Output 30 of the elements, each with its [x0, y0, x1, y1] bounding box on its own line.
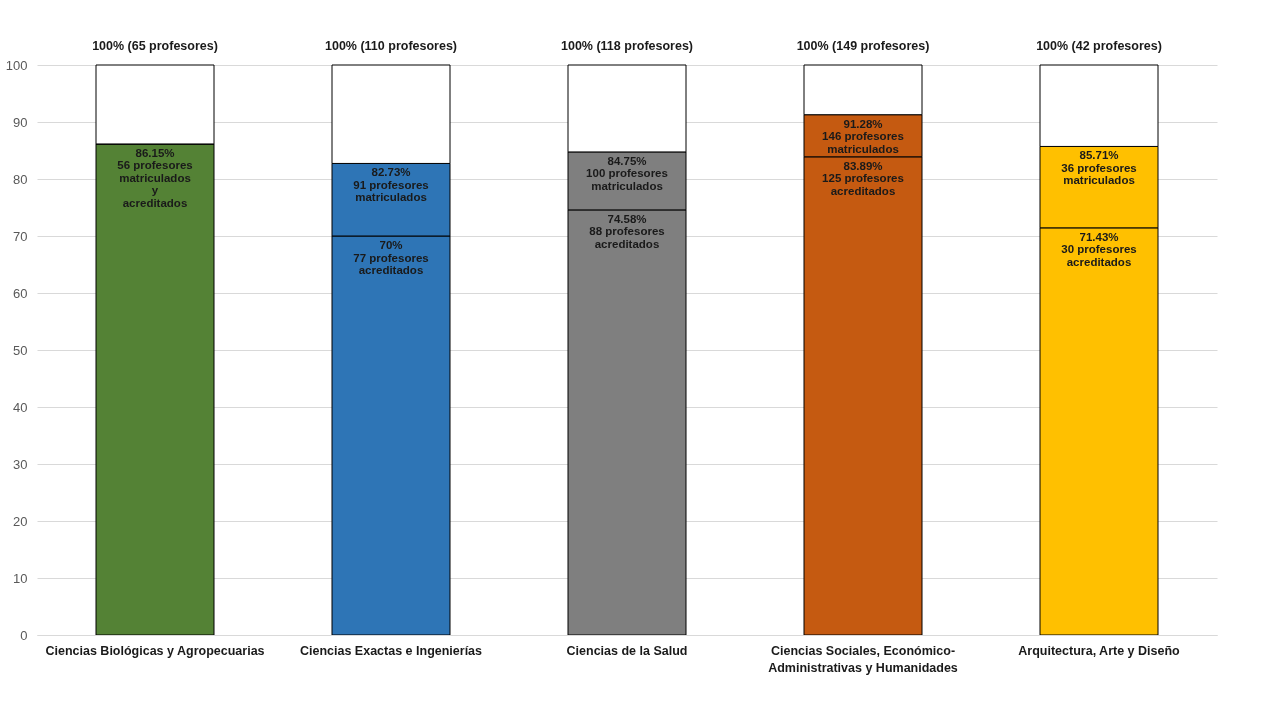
- y-tick-label: 30: [13, 456, 28, 472]
- x-tick-label: Ciencias Biológicas y Agropecuarias: [45, 644, 265, 658]
- total-label: 100% (149 profesores): [796, 39, 930, 53]
- annotation: 91.28% 146 profesores matriculados: [822, 117, 904, 155]
- y-tick-label: 70: [13, 228, 28, 244]
- x-tick-label: Arquitectura, Arte y Diseño: [1018, 644, 1181, 658]
- y-tick-label: 40: [13, 399, 28, 415]
- total-label: 100% (65 profesores): [92, 39, 218, 53]
- x-tick-label: Ciencias Exactas e Ingenierías: [299, 644, 483, 658]
- x-tick-label: Ciencias de la Salud: [566, 644, 688, 658]
- annotation: 85.71% 36 profesores matriculados: [1061, 149, 1137, 187]
- y-tick-label: 0: [20, 627, 28, 643]
- y-tick-label: 50: [13, 342, 28, 358]
- total-label: 100% (118 profesores): [560, 39, 694, 53]
- annotation: 71.43% 30 profesores acreditados: [1061, 230, 1137, 268]
- y-tick-label: 90: [13, 114, 28, 130]
- y-tick-label: 10: [13, 570, 28, 586]
- total-label: 100% (42 profesores): [1036, 39, 1162, 53]
- y-tick-label: 20: [13, 513, 28, 529]
- annotation: 83.89% 125 profesores acreditados: [822, 159, 904, 197]
- total-label: 100% (110 profesores): [324, 39, 458, 53]
- annotation: 70% 77 profesores acreditados: [353, 239, 429, 276]
- annotation: 84.75% 100 profesores matriculados: [586, 154, 668, 192]
- x-tick-label: Ciencias Sociales, Económico-Administrativas y Humanidades: [768, 644, 958, 675]
- y-tick-label: 80: [13, 171, 28, 187]
- y-tick-label: 60: [13, 285, 28, 301]
- annotation: 74.58% 88 profesores acreditados: [589, 212, 665, 250]
- annotation: 82.73% 91 profesores matriculados: [353, 166, 429, 204]
- y-tick-label: 100: [5, 57, 28, 73]
- annotation: 86.15% 56 profesores matriculados y acreditados: [117, 146, 193, 209]
